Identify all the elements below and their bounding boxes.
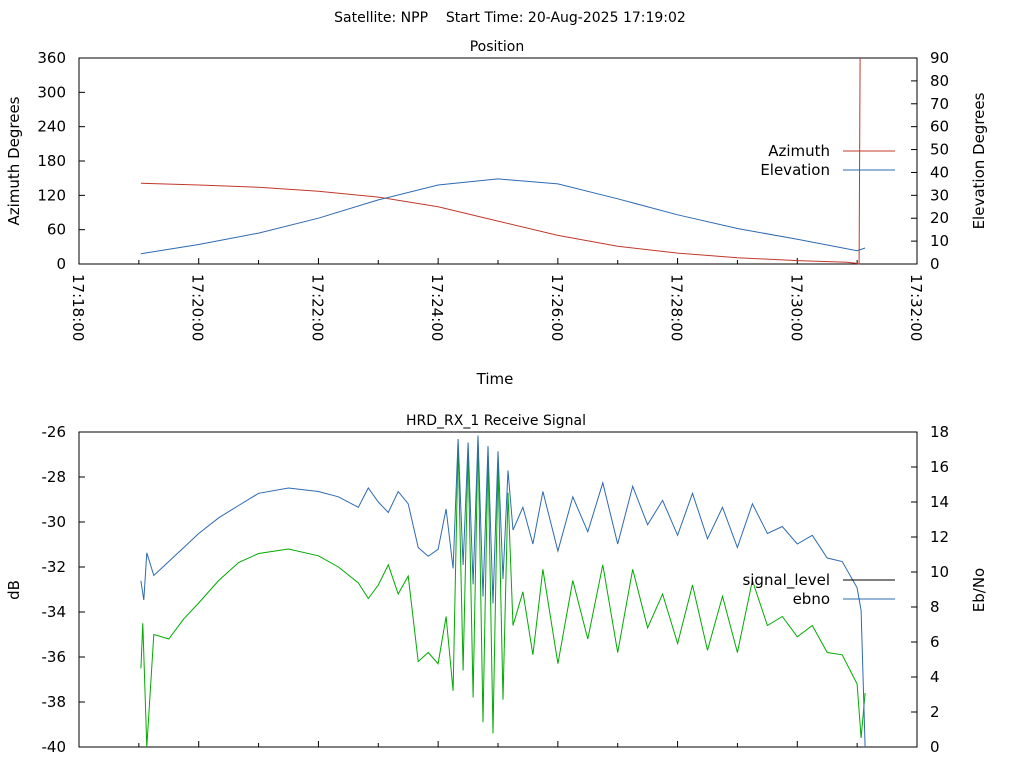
y-tick-label: -38 xyxy=(42,693,67,711)
y2-tick-label: 2 xyxy=(930,703,940,721)
x-tick-label: 17:20:00 xyxy=(189,274,207,341)
y-tick-label: 180 xyxy=(37,152,66,170)
position-chart: Position Azimuth Degrees Elevation Degre… xyxy=(5,39,988,388)
position-series xyxy=(140,57,866,265)
y2-tick-label: 18 xyxy=(930,423,949,441)
signal-y2-axis-label: Eb/No xyxy=(970,568,988,612)
y-tick-label: 300 xyxy=(37,83,66,101)
y2-tick-label: 12 xyxy=(930,528,949,546)
y-tick-label: -28 xyxy=(42,468,67,486)
position-y-axis-label: Azimuth Degrees xyxy=(5,96,23,225)
y-tick-label: -34 xyxy=(42,603,67,621)
y-tick-label: 360 xyxy=(37,49,66,67)
x-tick-label: 17:18:00 xyxy=(69,274,87,341)
y2-tick-label: 10 xyxy=(930,232,949,250)
y2-tick-label: 4 xyxy=(930,668,940,686)
x-tick-label: 17:26:00 xyxy=(548,274,566,341)
x-tick-label: 17:28:00 xyxy=(668,274,686,341)
y-tick-label: -32 xyxy=(42,558,67,576)
position-chart-title: Position xyxy=(470,39,525,55)
y-tick-label: 120 xyxy=(37,186,66,204)
signal-series xyxy=(140,435,866,748)
x-tick-label: 17:30:00 xyxy=(787,274,805,341)
signal-ticks: -26 -28 -30 -32 -34 -36 -38 -40 0 2 4 6 8 10 12 14 16 18 xyxy=(42,423,950,756)
y-tick-label: 240 xyxy=(37,118,66,136)
y2-tick-label: 20 xyxy=(930,209,949,227)
azimuth-series-line xyxy=(140,57,861,265)
y2-tick-label: 70 xyxy=(930,95,949,113)
y2-tick-label: 10 xyxy=(930,563,949,581)
y2-tick-label: 50 xyxy=(930,141,949,159)
y-tick-label: -30 xyxy=(42,513,67,531)
ebno-series-line xyxy=(140,435,866,748)
y-tick-label: -26 xyxy=(42,423,67,441)
legend-ebno-label: ebno xyxy=(793,590,830,608)
y2-tick-label: 6 xyxy=(930,633,940,651)
y-tick-label: -40 xyxy=(42,738,67,756)
y2-tick-label: 40 xyxy=(930,163,949,181)
elevation-series-line xyxy=(140,178,866,255)
y-tick-label: 60 xyxy=(47,221,66,239)
position-legend: Azimuth Elevation xyxy=(760,142,895,179)
signal-chart-title: HRD_RX_1 Receive Signal xyxy=(406,413,586,429)
signal-level-series-line xyxy=(140,438,866,748)
y2-tick-label: 30 xyxy=(930,186,949,204)
signal-chart: HRD_RX_1 Receive Signal dB Eb/No -26-28-… xyxy=(5,413,988,756)
legend-azimuth-label: Azimuth xyxy=(768,142,830,160)
figure-title: Satellite: NPP Start Time: 20-Aug-2025 1… xyxy=(334,10,686,26)
signal-legend: signal_level ebno xyxy=(742,571,895,608)
y2-tick-label: 0 xyxy=(930,255,940,273)
position-x-axis-label: Time xyxy=(476,370,514,388)
y2-tick-label: 60 xyxy=(930,118,949,136)
y2-tick-label: 80 xyxy=(930,72,949,90)
signal-y-axis-label: dB xyxy=(5,580,23,600)
y2-tick-label: 16 xyxy=(930,458,949,476)
position-ticks: 0 60 120 180 240 300 360 0 10 20 30 40 50 60 70 80 90 17:… xyxy=(37,49,949,341)
legend-signal-level-label: signal_level xyxy=(742,571,830,590)
legend-elevation-label: Elevation xyxy=(760,161,830,179)
y2-tick-label: 90 xyxy=(930,49,949,67)
position-y2-axis-label: Elevation Degrees xyxy=(970,92,988,229)
y-tick-label: 0 xyxy=(56,255,66,273)
y-tick-label: -36 xyxy=(42,648,67,666)
x-tick-label: 17:32:00 xyxy=(907,274,925,341)
y2-tick-label: 14 xyxy=(930,493,949,511)
x-tick-label: 17:24:00 xyxy=(428,274,446,341)
x-tick-label: 17:22:00 xyxy=(308,274,326,341)
y2-tick-label: 0 xyxy=(930,738,940,756)
y2-tick-label: 8 xyxy=(930,598,940,616)
